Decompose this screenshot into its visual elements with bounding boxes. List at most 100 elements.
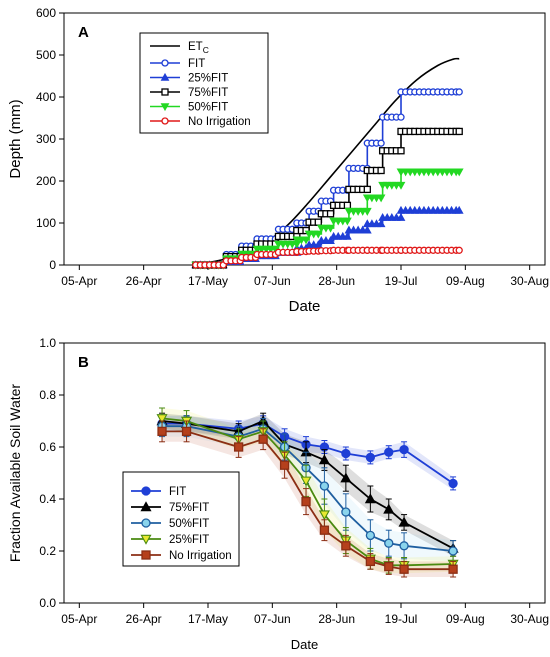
legend-marker [141,518,151,528]
data-point [363,185,371,194]
legend-label: 75%FIT [188,87,228,99]
data-point [399,564,409,574]
x-tick-label: 17-May [188,274,228,288]
legend-label: 50%FIT [169,518,209,530]
data-point [300,476,312,487]
data-point [340,472,352,483]
legend-label-etc: ETC [188,41,209,55]
data-point [318,510,330,521]
data-point [341,448,351,459]
panel-b: 05-Apr 26-Apr 17-May 07-Jun 28-Jun 19-Jul 09-A… [7,336,549,652]
legend-label: No Irrigation [188,116,251,128]
data-point [377,139,385,147]
data-point [454,205,464,214]
data-point [455,127,463,136]
data-point [343,217,352,226]
legend-label: 75%FIT [169,502,209,514]
panel-a: 05-Apr 26-Apr 17-May 07-Jun 28-Jun 19-Jul 09-A… [7,6,549,315]
legend-label: 50%FIT [188,102,228,114]
data-point [326,224,335,233]
legend-marker [161,59,169,67]
legend-marker [140,501,152,512]
x-tick-label: 26-Apr [126,612,162,626]
x-axis-label: Date [289,298,321,315]
y-tick-label: 300 [36,132,56,146]
data-point [365,452,376,463]
data-point [362,207,372,216]
x-tick-label: 07-Jun [254,612,291,626]
legend-marker [160,72,170,81]
y-tick-label: 500 [36,48,56,62]
y-tick-label: 600 [36,6,56,20]
data-point [301,496,311,507]
y-axis-label: Fraction Available Soil Water [7,384,23,563]
legend-marker [160,103,170,112]
y-tick-label: 0.4 [39,492,56,506]
data-point [156,414,168,425]
data-point [279,460,290,470]
y-tick-label: 0.0 [39,596,56,610]
data-point [448,564,458,574]
data-point [455,88,463,96]
x-tick-label: 05-Apr [61,274,97,288]
legend-box [139,32,269,134]
data-point [313,230,323,239]
data-point [397,113,405,121]
data-point [399,541,409,551]
y-tick-label: 0.8 [39,388,56,402]
x-tick-label: 07-Jun [254,274,291,288]
x-tick-label: 17-May [188,612,228,626]
data-point [365,556,376,567]
y-axis-label: Depth (mm) [7,99,24,178]
legend-marker [141,550,151,560]
legend-label: No Irrigation [169,550,232,562]
data-point [326,210,335,218]
data-point [384,561,394,572]
data-point [157,426,167,437]
data-point [343,231,352,240]
data-point [396,181,406,190]
x-tick-label: 30-Aug [510,274,549,288]
data-point [455,246,463,254]
x-tick-label: 19-Jul [385,274,418,288]
data-point [341,507,351,517]
panel-letter: B [78,354,89,371]
legend: ETC FIT 25%FIT 75%FIT 50%FIT No Irrigation [139,32,269,134]
legend-label: 25%FIT [188,73,228,85]
panel-letter: A [78,24,89,41]
legend-label: 25%FIT [169,534,209,546]
y-tick-label: 0.6 [39,440,56,454]
data-point [397,147,405,155]
data-point [341,541,351,551]
data-point [318,454,330,465]
data-point [301,236,311,245]
x-tick-label: 28-Jun [318,612,355,626]
data-point [448,546,458,556]
data-point [448,478,458,489]
data-point [326,236,335,244]
data-point [396,212,406,221]
data-point [454,168,464,177]
legend: FIT 75%FIT 50%FIT 25%FIT No Irrigation [122,471,240,567]
y-tick-label: 1.0 [39,336,56,350]
y-tick-label: 0 [49,258,56,272]
data-point [314,218,322,226]
y-tick-label: 400 [36,90,56,104]
legend-marker [141,486,151,496]
x-tick-label: 19-Jul [385,612,418,626]
data-point [376,219,386,228]
data-point [233,442,244,452]
x-tick-label: 28-Jun [318,274,355,288]
legend-marker [161,88,169,96]
x-tick-label: 30-Aug [510,612,549,626]
data-point [364,493,376,504]
y-tick-label: 0.2 [39,544,56,558]
series-no-irrigation [157,420,458,578]
x-tick-label: 05-Apr [61,612,97,626]
data-point [377,166,385,175]
data-point [383,503,395,514]
legend-marker [161,117,169,125]
legend-label: FIT [188,58,205,70]
y-tick-label: 200 [36,174,56,188]
